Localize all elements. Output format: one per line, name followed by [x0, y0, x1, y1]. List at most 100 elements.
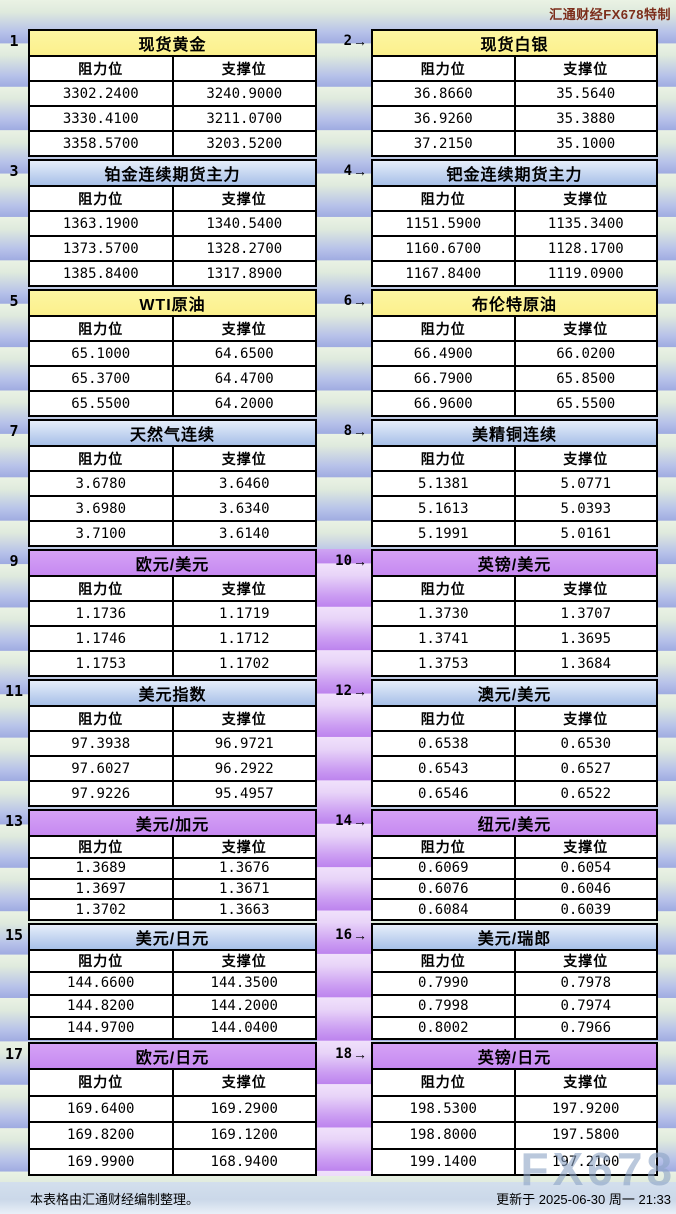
right-arrow-icon: →	[353, 553, 367, 569]
support-value: 65.5500	[513, 392, 656, 415]
resistance-value: 3302.2400	[30, 82, 172, 105]
resistance-value: 5.1991	[373, 522, 514, 545]
support-value: 5.0771	[513, 472, 656, 495]
support-value: 1119.0900	[513, 262, 656, 285]
level-row-1: 1.3730 1.3707	[373, 600, 656, 625]
support-value: 0.7974	[513, 995, 656, 1016]
instrument-panel-1: 现货黄金 阻力位 支撑位 3302.2400 3240.9000 3330.4100 321…	[28, 29, 317, 157]
resistance-value: 1.3702	[30, 900, 172, 920]
panel-title: 澳元/美元	[373, 681, 656, 707]
instrument-panel-18: 英镑/日元 阻力位 支撑位 198.5300 197.9200 198.8000 197.5…	[371, 1042, 658, 1176]
support-header: 支撑位	[171, 1070, 315, 1095]
instrument-panel-17: 欧元/日元 阻力位 支撑位 169.6400 169.2900 169.8200 169.1…	[28, 1042, 317, 1176]
row-number: 18	[335, 1046, 352, 1062]
level-row-3: 1385.8400 1317.8900	[30, 260, 315, 285]
support-value: 0.6530	[513, 732, 656, 755]
level-row-1: 1.3689 1.3676	[30, 857, 315, 878]
panel-title: 美元/瑞郎	[373, 925, 656, 951]
level-row-1: 3.6780 3.6460	[30, 470, 315, 495]
panel-title: 布伦特原油	[373, 291, 656, 317]
panel-title: 英镑/日元	[373, 1044, 656, 1070]
level-row-1: 3302.2400 3240.9000	[30, 80, 315, 105]
resistance-value: 65.5500	[30, 392, 172, 415]
support-value: 1.1702	[171, 652, 315, 675]
support-header: 支撑位	[513, 187, 656, 210]
support-value: 1328.2700	[171, 237, 315, 260]
support-value: 96.2922	[171, 757, 315, 780]
support-value: 0.7966	[513, 1017, 656, 1038]
resistance-header: 阻力位	[30, 707, 172, 730]
support-header: 支撑位	[513, 57, 656, 80]
level-row-2: 1.1746 1.1712	[30, 625, 315, 650]
level-row-3: 0.6084 0.6039	[373, 898, 656, 920]
level-row-1: 0.7990 0.7978	[373, 971, 656, 994]
level-row-3: 5.1991 5.0161	[373, 520, 656, 545]
row-number-badge-3: 3	[9, 162, 19, 180]
resistance-value: 1.3730	[373, 602, 514, 625]
level-row-3: 1.3702 1.3663	[30, 898, 315, 920]
panel-title: 美元/日元	[30, 925, 315, 951]
level-row-3: 1.1753 1.1702	[30, 650, 315, 675]
resistance-header: 阻力位	[373, 187, 514, 210]
level-row-3: 1.3753 1.3684	[373, 650, 656, 675]
support-value: 35.1000	[513, 132, 656, 155]
level-row-2: 97.6027 96.2922	[30, 755, 315, 780]
panel-title: 纽元/美元	[373, 811, 656, 837]
column-header-row: 阻力位 支撑位	[373, 187, 656, 210]
resistance-value: 0.6076	[373, 879, 514, 899]
support-value: 64.4700	[171, 367, 315, 390]
support-value: 0.6046	[513, 879, 656, 899]
instrument-panel-15: 美元/日元 阻力位 支撑位 144.6600 144.3500 144.8200 144.2…	[28, 923, 317, 1040]
support-value: 169.2900	[171, 1096, 315, 1121]
resistance-header: 阻力位	[373, 951, 514, 972]
support-value: 1.3676	[171, 859, 315, 878]
instrument-panel-13: 美元/加元 阻力位 支撑位 1.3689 1.3676 1.3697 1.3671 1.370…	[28, 809, 317, 921]
level-row-1: 0.6538 0.6530	[373, 730, 656, 755]
level-row-1: 198.5300 197.9200	[373, 1094, 656, 1121]
support-value: 144.3500	[171, 973, 315, 994]
resistance-value: 1.1746	[30, 627, 172, 650]
support-header: 支撑位	[513, 951, 656, 972]
level-row-1: 1.1736 1.1719	[30, 600, 315, 625]
panel-title: 现货白银	[373, 31, 656, 57]
resistance-value: 0.6543	[373, 757, 514, 780]
footer-note: 本表格由汇通财经编制整理。	[30, 1191, 200, 1207]
level-row-3: 3358.5700 3203.5200	[30, 130, 315, 155]
level-row-3: 144.9700 144.0400	[30, 1015, 315, 1038]
row-number-badge-7: 7	[9, 422, 19, 440]
resistance-value: 0.6538	[373, 732, 514, 755]
support-value: 1.3707	[513, 602, 656, 625]
right-arrow-icon: →	[353, 293, 367, 309]
level-row-1: 1363.1900 1340.5400	[30, 210, 315, 235]
support-header: 支撑位	[171, 951, 315, 972]
level-row-3: 1167.8400 1119.0900	[373, 260, 656, 285]
panel-title: 美元/加元	[30, 811, 315, 837]
resistance-value: 97.3938	[30, 732, 172, 755]
support-value: 169.1200	[171, 1123, 315, 1148]
support-value: 1.3684	[513, 652, 656, 675]
row-number-badge-9: 9	[9, 552, 19, 570]
resistance-value: 169.8200	[30, 1123, 172, 1148]
right-arrow-icon: →	[353, 33, 367, 49]
support-value: 3.6140	[171, 522, 315, 545]
support-value: 1.3663	[171, 900, 315, 920]
level-row-2: 36.9260 35.3880	[373, 105, 656, 130]
row-number-badge-13: 13	[4, 812, 24, 830]
support-value: 3240.9000	[171, 82, 315, 105]
resistance-value: 1.1753	[30, 652, 172, 675]
resistance-value: 3.6780	[30, 472, 172, 495]
support-value: 1.1712	[171, 627, 315, 650]
resistance-value: 5.1381	[373, 472, 514, 495]
level-row-2: 1373.5700 1328.2700	[30, 235, 315, 260]
resistance-value: 1.3697	[30, 879, 172, 899]
support-value: 144.2000	[171, 995, 315, 1016]
support-header: 支撑位	[171, 707, 315, 730]
resistance-header: 阻力位	[373, 1070, 514, 1095]
resistance-value: 0.8002	[373, 1017, 514, 1038]
column-header-row: 阻力位 支撑位	[373, 577, 656, 600]
resistance-value: 169.6400	[30, 1096, 172, 1121]
resistance-value: 1.3741	[373, 627, 514, 650]
support-value: 0.6039	[513, 900, 656, 920]
resistance-header: 阻力位	[30, 837, 172, 857]
panel-title: 欧元/美元	[30, 551, 315, 577]
